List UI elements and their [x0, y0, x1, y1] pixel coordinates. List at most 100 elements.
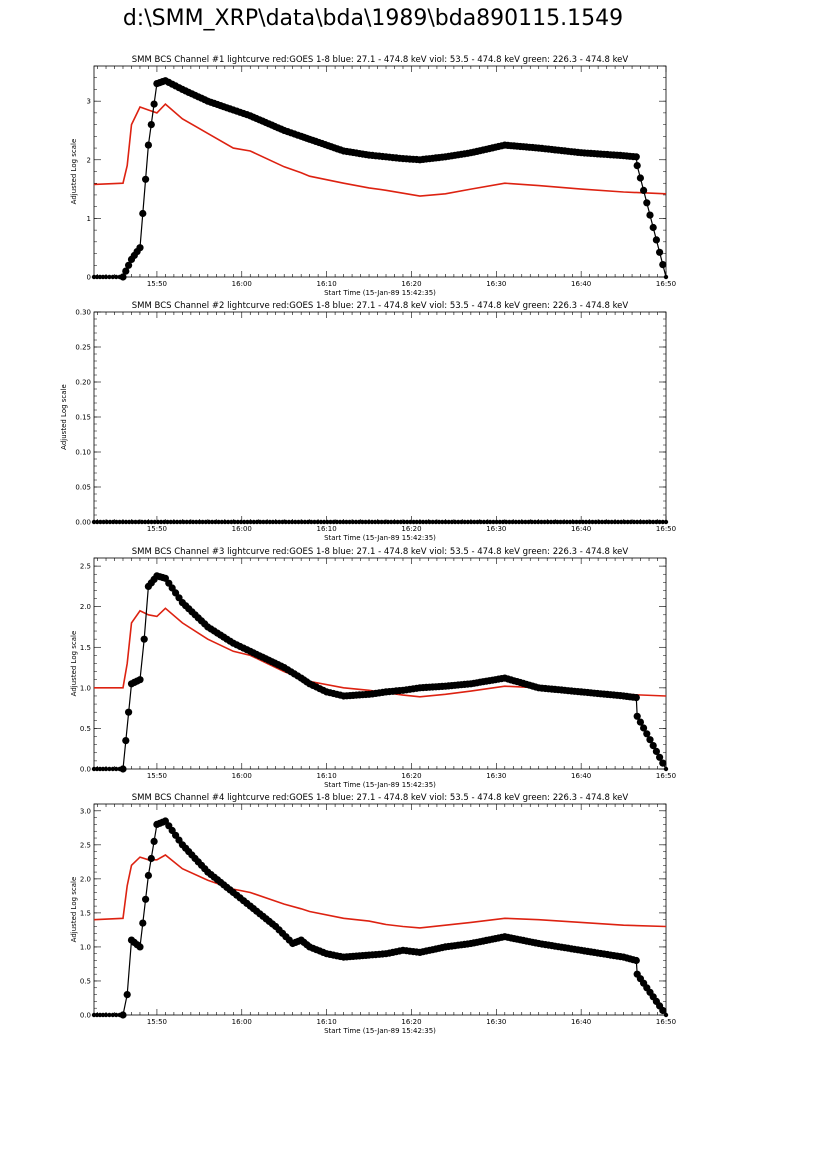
bcs-data-point: [615, 519, 621, 525]
x-tick-label: 15:50: [147, 772, 167, 780]
bcs-data-point: [123, 991, 131, 999]
bcs-data-point: [136, 519, 141, 525]
bcs-data-point: [494, 519, 499, 525]
bcs-data-point: [564, 519, 570, 525]
y-tick-label: 1.5: [80, 644, 91, 652]
bcs-data-point: [144, 871, 152, 880]
bcs-data-point: [360, 519, 365, 525]
bcs-data-point: [347, 519, 352, 525]
bcs-data-point: [222, 519, 228, 525]
bcs-data-point: [122, 267, 130, 275]
x-tick-label: 16:20: [401, 1018, 421, 1026]
bcs-data-point: [152, 519, 157, 525]
bcs-data-point: [491, 519, 496, 525]
x-tick-label: 16:20: [401, 525, 421, 533]
bcs-data-point: [119, 273, 127, 281]
bcs-data-point: [350, 519, 355, 525]
bcs-data-point: [577, 519, 582, 525]
bcs-data-point: [633, 162, 641, 170]
bcs-data-point: [171, 519, 177, 525]
bcs-data-point: [497, 519, 502, 525]
bcs-data-point: [273, 519, 279, 525]
y-tick-label: 0.05: [75, 484, 91, 492]
bcs-data-point: [663, 274, 669, 280]
bcs-data-point: [654, 519, 659, 525]
bcs-data-point: [328, 519, 333, 525]
bcs-data-point: [465, 519, 471, 525]
bcs-data-point: [142, 519, 148, 525]
bcs-data-point: [229, 519, 234, 525]
x-tick-label: 16:30: [486, 280, 506, 288]
bcs-data-point: [334, 519, 340, 525]
bcs-data-point: [200, 519, 205, 525]
bcs-data-point: [449, 519, 455, 525]
bcs-data-point: [337, 519, 343, 525]
bcs-data-point: [643, 199, 651, 207]
bcs-data-point: [376, 519, 381, 525]
x-tick-label: 15:50: [147, 1018, 167, 1026]
bcs-data-point: [101, 519, 106, 525]
y-tick-label: 2.5: [80, 841, 91, 849]
bcs-data-point: [606, 519, 611, 525]
bcs-data-point: [433, 519, 439, 525]
bcs-data-point: [443, 519, 448, 525]
bcs-data-point: [420, 519, 426, 525]
bcs-data-point: [127, 519, 132, 525]
bcs-data-point: [636, 718, 645, 726]
bcs-data-point: [98, 519, 103, 525]
bcs-data-point: [603, 519, 608, 525]
bcs-data-point: [552, 519, 557, 525]
bcs-data-point: [165, 519, 170, 525]
bcs-data-point: [571, 519, 576, 525]
bcs-data-point: [235, 519, 240, 525]
bcs-data-point: [117, 519, 122, 525]
bcs-data-point: [398, 519, 403, 525]
bcs-data-point: [318, 519, 324, 525]
x-tick-label: 16:10: [317, 772, 337, 780]
bcs-data-point: [561, 519, 566, 525]
chart-title: SMM BCS Channel #2 lightcurve red:GOES 1…: [132, 301, 629, 311]
bcs-data-point: [146, 519, 151, 525]
bcs-data-point: [659, 759, 667, 767]
y-tick-label: 2: [87, 156, 91, 164]
bcs-data-point: [213, 519, 218, 525]
bcs-data-point: [149, 519, 154, 525]
bcs-data-point: [663, 766, 669, 772]
bcs-data-point: [139, 519, 145, 525]
bcs-data-point: [663, 1012, 669, 1018]
bcs-data-point: [632, 956, 640, 965]
bcs-data-point: [245, 519, 250, 525]
bcs-data-point: [107, 519, 113, 525]
chart-panel-3: SMM BCS Channel #3 lightcurve red:GOES 1…: [70, 547, 676, 789]
bcs-data-point: [142, 175, 150, 183]
bcs-data-point: [267, 519, 272, 525]
chart-title: SMM BCS Channel #1 lightcurve red:GOES 1…: [132, 55, 629, 65]
bcs-data-point: [612, 519, 618, 525]
bcs-data-point: [382, 519, 387, 525]
bcs-data-point: [286, 519, 292, 525]
plot-frame: [93, 803, 667, 1016]
bcs-data-point: [203, 519, 208, 525]
bcs-data-point: [411, 519, 416, 525]
bcs-data-point: [659, 1006, 667, 1015]
bcs-data-point: [660, 519, 665, 525]
bcs-data-point: [219, 519, 224, 525]
bcs-data-point: [656, 248, 664, 256]
bcs-data-point: [125, 708, 133, 716]
bcs-data-point: [472, 519, 477, 525]
x-tick-label: 16:00: [232, 772, 252, 780]
bcs-data-point: [353, 519, 359, 525]
bcs-data-point: [270, 519, 276, 525]
bcs-data-point: [632, 694, 640, 702]
x-tick-label: 16:00: [232, 525, 252, 533]
bcs-data-point: [481, 519, 487, 525]
x-axis-label: Start Time (15-Jan-89 15:42:35): [324, 289, 436, 297]
x-tick-label: 16:40: [571, 280, 591, 288]
bcs-data-point: [539, 519, 544, 525]
bcs-data-point: [536, 519, 541, 525]
bcs-data-point: [599, 519, 605, 525]
bcs-data-point: [659, 261, 667, 269]
bcs-series-line: [94, 80, 667, 278]
bcs-data-point: [504, 519, 509, 525]
bcs-data-point: [475, 519, 480, 525]
